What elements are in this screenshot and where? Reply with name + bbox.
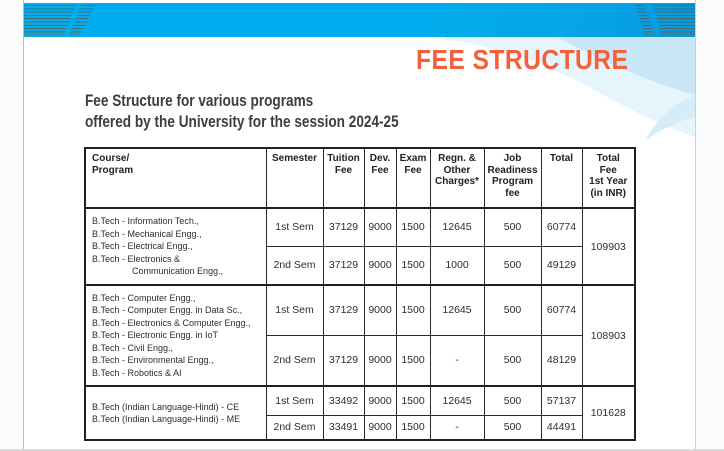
slide-page: FEE STRUCTURE Fee Structure for various … bbox=[23, 0, 696, 451]
header-regn-other-charges: Regn. & Other Charges* bbox=[429, 147, 485, 209]
swoosh-decoration bbox=[445, 37, 695, 141]
exam-fee-cell: 1500 bbox=[395, 284, 431, 336]
tuition-cell: 33491 bbox=[322, 414, 365, 441]
banner-stripe-pattern-left bbox=[24, 5, 76, 35]
dev-fee-cell: 9000 bbox=[363, 245, 397, 286]
table-row: B.Tech - Information Tech., B.Tech - Mec… bbox=[84, 207, 636, 286]
course-cell: B.Tech - Information Tech., B.Tech - Mec… bbox=[84, 207, 267, 286]
semester-cell: 2nd Sem bbox=[265, 245, 324, 286]
job-readiness-cell: 500 bbox=[483, 245, 542, 286]
header-course-program: Course/ Program bbox=[84, 147, 267, 209]
document-title-line2: offered by the University for the sessio… bbox=[85, 111, 399, 131]
regn-charges-cell: - bbox=[429, 414, 485, 441]
table-row: B.Tech (Indian Language-Hindi) - CE B.Te… bbox=[84, 385, 636, 441]
total-cell: 60774 bbox=[540, 207, 583, 247]
tuition-cell: 37129 bbox=[322, 334, 365, 387]
total-cell: 49129 bbox=[540, 245, 583, 286]
dev-fee-cell: 9000 bbox=[363, 284, 397, 336]
exam-fee-cell: 1500 bbox=[395, 207, 431, 247]
regn-charges-cell: - bbox=[429, 334, 485, 387]
exam-fee-cell: 1500 bbox=[395, 414, 431, 441]
total-cell: 44491 bbox=[540, 414, 583, 441]
header-exam-fee: Exam Fee bbox=[395, 147, 431, 209]
course-cell: B.Tech (Indian Language-Hindi) - CE B.Te… bbox=[84, 385, 267, 441]
semester-cell: 2nd Sem bbox=[265, 414, 324, 441]
document-title-line1: Fee Structure for various programs bbox=[85, 91, 314, 110]
exam-fee-cell: 1500 bbox=[395, 245, 431, 286]
total-cell: 57137 bbox=[540, 385, 583, 416]
tuition-cell: 37129 bbox=[322, 207, 365, 247]
total-first-year-cell: 108903 bbox=[581, 284, 636, 387]
header-job-readiness-fee: Job Readiness Program fee bbox=[483, 147, 542, 209]
total-first-year-cell: 109903 bbox=[581, 207, 636, 286]
regn-charges-cell: 1000 bbox=[429, 245, 485, 286]
semester-cell: 1st Sem bbox=[265, 385, 324, 416]
semester-cell: 1st Sem bbox=[265, 207, 324, 247]
semester-cell: 1st Sem bbox=[265, 284, 324, 336]
header-tuition-fee: Tuition Fee bbox=[322, 147, 365, 209]
dev-fee-cell: 9000 bbox=[363, 414, 397, 441]
tuition-cell: 37129 bbox=[322, 284, 365, 336]
header-dev-fee: Dev. Fee bbox=[363, 147, 397, 209]
dev-fee-cell: 9000 bbox=[363, 207, 397, 247]
document-title: Fee Structure for various programs offer… bbox=[85, 91, 399, 132]
regn-charges-cell: 12645 bbox=[429, 207, 485, 247]
exam-fee-cell: 1500 bbox=[395, 385, 431, 416]
regn-charges-cell: 12645 bbox=[429, 284, 485, 336]
job-readiness-cell: 500 bbox=[483, 207, 542, 247]
regn-charges-cell: 12645 bbox=[429, 385, 485, 416]
total-cell: 48129 bbox=[540, 334, 583, 387]
semester-cell: 2nd Sem bbox=[265, 334, 324, 387]
course-cell: B.Tech - Computer Engg., B.Tech - Comput… bbox=[84, 284, 267, 387]
fee-structure-table: Course/ Program Semester Tuition Fee Dev… bbox=[84, 147, 636, 441]
dev-fee-cell: 9000 bbox=[363, 334, 397, 387]
job-readiness-cell: 500 bbox=[483, 334, 542, 387]
table-row: 2nd Sem 37129 9000 1500 - 500 48129 bbox=[85, 334, 635, 387]
tuition-cell: 37129 bbox=[322, 245, 365, 286]
exam-fee-cell: 1500 bbox=[395, 334, 431, 387]
tuition-cell: 33492 bbox=[322, 385, 365, 416]
job-readiness-cell: 500 bbox=[483, 414, 542, 441]
table-row: 2nd Sem 33491 9000 1500 - 500 44491 bbox=[85, 414, 635, 441]
table-row: B.Tech - Computer Engg., B.Tech - Comput… bbox=[84, 284, 636, 387]
top-banner bbox=[24, 3, 695, 37]
banner-stripe-pattern-right bbox=[652, 5, 695, 35]
job-readiness-cell: 500 bbox=[483, 385, 542, 416]
table-header-row: Course/ Program Semester Tuition Fee Dev… bbox=[84, 147, 636, 209]
page-title: FEE STRUCTURE bbox=[415, 44, 628, 75]
header-semester: Semester bbox=[265, 147, 324, 209]
dev-fee-cell: 9000 bbox=[363, 385, 397, 416]
header-total: Total bbox=[540, 147, 583, 209]
window-bottom-edge bbox=[0, 449, 724, 451]
header-total-fee-first-year: Total Fee 1st Year (in INR) bbox=[581, 147, 636, 209]
job-readiness-cell: 500 bbox=[483, 284, 542, 336]
total-cell: 60774 bbox=[540, 284, 583, 336]
total-first-year-cell: 101628 bbox=[581, 385, 636, 441]
